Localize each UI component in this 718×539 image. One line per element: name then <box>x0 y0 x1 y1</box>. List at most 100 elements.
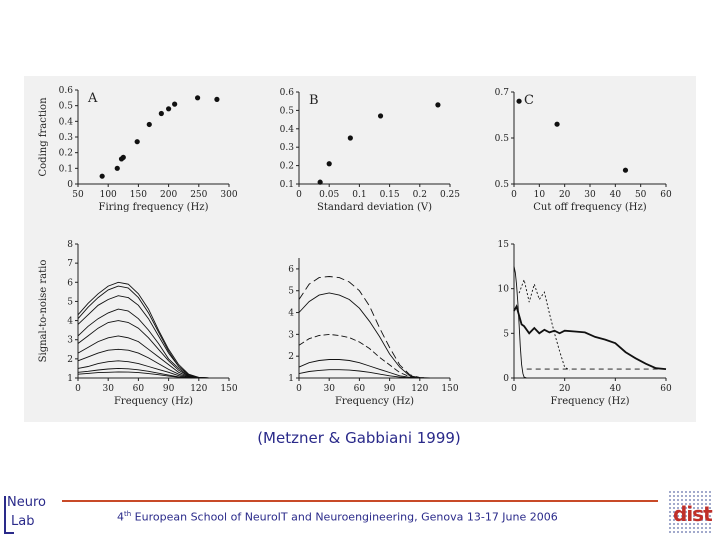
x-tick-label: 0 <box>511 190 517 200</box>
x-tick-label: 0.1 <box>352 190 366 200</box>
x-tick-label: 100 <box>100 190 117 200</box>
data-point <box>114 165 120 171</box>
y-tick-label: 7 <box>67 259 73 269</box>
series-line <box>298 359 430 379</box>
x-tick-label: 300 <box>220 190 237 200</box>
x-tick-label: 200 <box>160 190 177 200</box>
data-point <box>214 96 220 102</box>
x-tick-label: 0 <box>511 384 517 394</box>
y-tick-label: 15 <box>498 240 510 250</box>
x-tick-label: 60 <box>660 384 672 394</box>
footer-text: 4th European School of NeuroIT and Neuro… <box>117 510 558 524</box>
data-point <box>194 95 201 101</box>
data-point <box>172 101 178 107</box>
y-tick-label: 3 <box>288 330 294 340</box>
figure-panel: 50 100 150 200 250 300 0 0.1 0.2 0.3 0.4 0.5 0.6 Firi… <box>24 76 696 422</box>
y-tick-label: 10 <box>498 285 510 295</box>
x-tick-label: 90 <box>384 384 396 394</box>
panel-label: C <box>524 93 534 108</box>
footer-superscript: th <box>124 510 132 518</box>
series-line <box>77 335 209 379</box>
y-tick-label: 1 <box>67 374 73 384</box>
chart-panel-5: 0 30 60 90 120 150 1 2 3 4 5 6 Frequency (Hz) <box>288 258 459 407</box>
x-tick-label: 60 <box>354 384 366 394</box>
dist-logo: dist <box>668 490 713 534</box>
y-tick-label: 8 <box>67 240 73 250</box>
y-tick-label: 5 <box>288 287 294 297</box>
y-tick-label: 6 <box>288 265 294 275</box>
data-point <box>622 167 629 173</box>
footer-divider <box>62 500 658 502</box>
x-tick-label: 30 <box>584 190 596 200</box>
x-tick-label: 10 <box>534 190 546 200</box>
x-tick-label: 40 <box>610 384 622 394</box>
data-point <box>377 113 384 119</box>
y-tick-label: 0 <box>503 374 509 384</box>
x-axis-label: Frequency (Hz) <box>550 396 629 407</box>
series-line <box>77 348 209 379</box>
y-tick-label: 0.7 <box>495 88 510 98</box>
y-tick-label: 5 <box>503 329 509 339</box>
series-line <box>298 292 430 379</box>
x-tick-label: 30 <box>102 384 114 394</box>
y-tick-label: 4 <box>67 317 73 327</box>
x-tick-label: 0 <box>75 384 81 394</box>
chart-panel-2: 0 0.05 0.1 0.15 0.2 0.25 0.1 0.2 0.3 0.4 0.5 0.6 Sta… <box>280 88 461 213</box>
chart-panel-3: 0 10 20 30 40 50 60 0.5 0.5 0.7 Cut off frequency … <box>495 88 672 213</box>
y-tick-label: 0 <box>67 180 73 190</box>
y-tick-label: 0.6 <box>280 88 295 98</box>
y-tick-label: 0.1 <box>280 180 294 190</box>
x-tick-label: 150 <box>441 384 458 394</box>
data-point <box>120 154 126 160</box>
y-tick-label: 2 <box>288 352 294 362</box>
data-point <box>326 161 332 167</box>
y-tick-label: 0.5 <box>280 106 295 116</box>
y-axis-label: Signal-to-noise ratio <box>38 260 49 363</box>
data-point <box>146 121 152 128</box>
chart-panel-4: 0 30 60 90 120 150 1 2 3 4 5 6 7 8 Frequency (Hz) Signa… <box>38 240 238 407</box>
data-point <box>166 106 172 112</box>
data-point <box>435 102 441 108</box>
y-tick-label: 0.2 <box>59 149 73 159</box>
chart-panel-6: 0 20 40 60 0 5 10 15 Frequency (Hz) <box>498 240 672 407</box>
citation-caption: (Metzner & Gabbiani 1999) <box>257 429 461 447</box>
series-line <box>77 281 209 379</box>
neurolab-logo: Neuro Lab <box>2 492 52 536</box>
logo-frame <box>4 496 14 534</box>
y-tick-label: 6 <box>67 278 73 288</box>
y-tick-label: 3 <box>67 336 73 346</box>
x-tick-label: 60 <box>133 384 145 394</box>
x-tick-label: 30 <box>323 384 335 394</box>
x-tick-label: 0.05 <box>319 190 339 200</box>
x-tick-label: 50 <box>72 190 84 200</box>
data-point <box>516 98 522 104</box>
x-tick-label: 250 <box>190 190 207 200</box>
series-line <box>77 285 209 379</box>
series-line <box>77 371 209 379</box>
series-line <box>298 369 430 379</box>
y-tick-label: 1 <box>288 374 294 384</box>
y-tick-label: 0.3 <box>280 143 295 153</box>
y-tick-label: 2 <box>67 355 73 365</box>
y-tick-label: 0.5 <box>495 180 510 190</box>
x-axis-label: Standard deviation (V) <box>317 202 432 213</box>
x-tick-label: 50 <box>635 190 647 200</box>
x-tick-label: 0.2 <box>413 190 427 200</box>
data-point <box>554 121 560 127</box>
figure-svg: 50 100 150 200 250 30000.10.20.30.40.50.6Firi… <box>38 86 672 407</box>
data-point <box>134 139 140 145</box>
panel-label: B <box>309 93 319 108</box>
y-tick-label: 0.5 <box>59 102 74 112</box>
footer-ordinal: 4 <box>117 510 124 524</box>
y-tick-label: 4 <box>288 309 294 319</box>
x-tick-label: 120 <box>411 384 428 394</box>
x-axis-label: Frequency (Hz) <box>335 396 414 407</box>
y-tick-label: 5 <box>67 297 73 307</box>
panel-label: A <box>87 91 98 106</box>
y-tick-label: 0.2 <box>280 162 294 172</box>
series-line <box>298 276 430 379</box>
y-tick-label: 0.1 <box>59 164 73 174</box>
series-line <box>513 304 667 370</box>
x-tick-label: 0 <box>296 384 302 394</box>
y-tick-label: 0.6 <box>59 86 74 96</box>
